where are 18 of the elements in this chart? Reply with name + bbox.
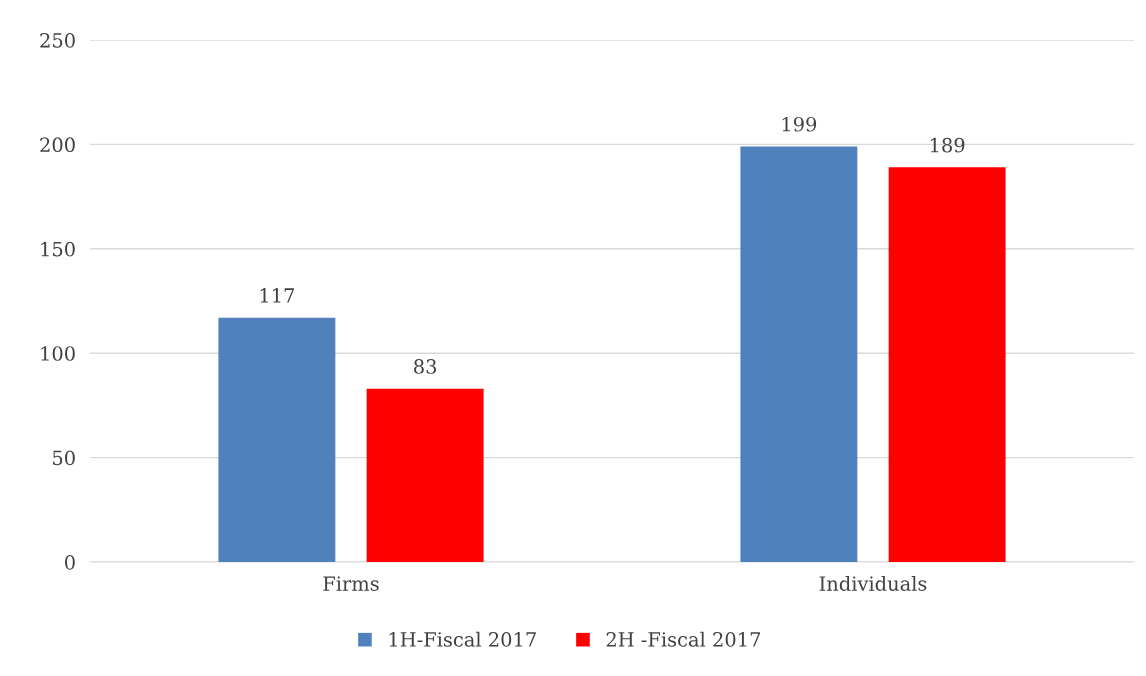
- legend-label: 1H-Fiscal 2017: [389, 631, 536, 647]
- legend-label: 2H -Fiscal 2017: [606, 631, 761, 647]
- y-tick-label: 150: [41, 241, 75, 257]
- data-label: 189: [930, 137, 965, 153]
- bar: [366, 388, 484, 562]
- data-label: 83: [414, 359, 437, 374]
- bar: [218, 317, 336, 562]
- y-tick-label: 200: [40, 137, 75, 153]
- x-tick-label: Individuals: [819, 575, 927, 591]
- x-tick-label: Firms: [323, 576, 379, 591]
- data-label: 117: [260, 288, 295, 303]
- y-tick-label: 250: [40, 32, 75, 48]
- bar: [888, 167, 1006, 562]
- y-tick-label: 100: [41, 346, 75, 361]
- data-label: 199: [782, 116, 817, 132]
- y-tick-label: 0: [65, 554, 75, 570]
- y-tick-label: 50: [53, 450, 75, 466]
- bar: [740, 146, 858, 562]
